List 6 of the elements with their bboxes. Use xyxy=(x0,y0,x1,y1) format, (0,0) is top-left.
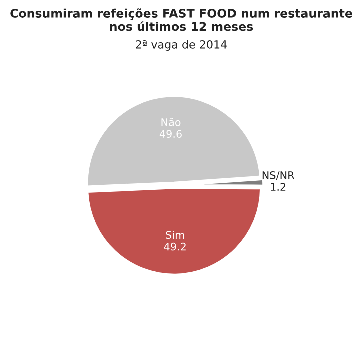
slice-label: NS/NR xyxy=(262,171,295,180)
chart-subtitle: 2ª vaga de 2014 xyxy=(136,40,228,52)
slice-label: Sim xyxy=(166,231,184,240)
data-label: 49.2 xyxy=(164,242,186,251)
chart-title: Consumiram refeições FAST FOOD num restaurante nos últimos 12 meses xyxy=(10,8,352,32)
data-label: 1.2 xyxy=(271,183,286,191)
